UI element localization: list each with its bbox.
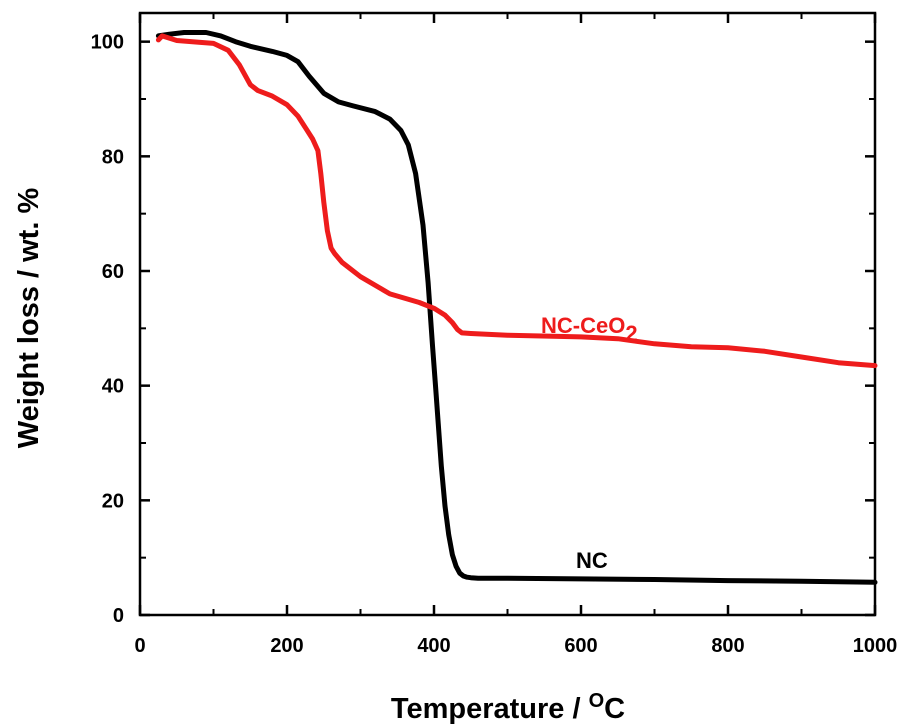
series-labels: NC NC-CeO2 [541, 313, 638, 573]
plot-frame [138, 11, 877, 617]
series-layer [155, 30, 878, 585]
y-tick-label: 100 [91, 32, 124, 54]
x-tick-label: 800 [711, 635, 744, 657]
x-tick-label: 600 [564, 635, 597, 657]
series-label-nc: NC [576, 548, 608, 573]
x-tick-label: 0 [134, 635, 145, 657]
y-tick-label: 0 [113, 605, 124, 627]
y-tick-label: 60 [102, 261, 124, 283]
x-tick-label: 1000 [853, 635, 898, 657]
x-axis-title: Temperature / OC [391, 690, 625, 725]
x-axis-unit: C [604, 693, 625, 725]
series-line-nc-ceo2 [155, 33, 878, 369]
x-axis-unit-super: O [589, 690, 605, 712]
x-tick-label: 400 [417, 635, 450, 657]
y-tick-label: 40 [102, 376, 124, 398]
y-tick-label: 20 [102, 490, 124, 512]
series-line-nc [155, 30, 878, 585]
x-tick-label: 200 [270, 635, 303, 657]
x-axis-title-text: Temperature / [391, 693, 589, 725]
series-label-nc-ceo2: NC-CeO2 [541, 313, 638, 346]
y-axis-title: Weight loss / wt. % [13, 188, 45, 449]
ticks-layer: 0 200 400 600 800 1000 0 20 40 60 80 100 [91, 13, 898, 657]
y-tick-label: 80 [102, 146, 124, 168]
